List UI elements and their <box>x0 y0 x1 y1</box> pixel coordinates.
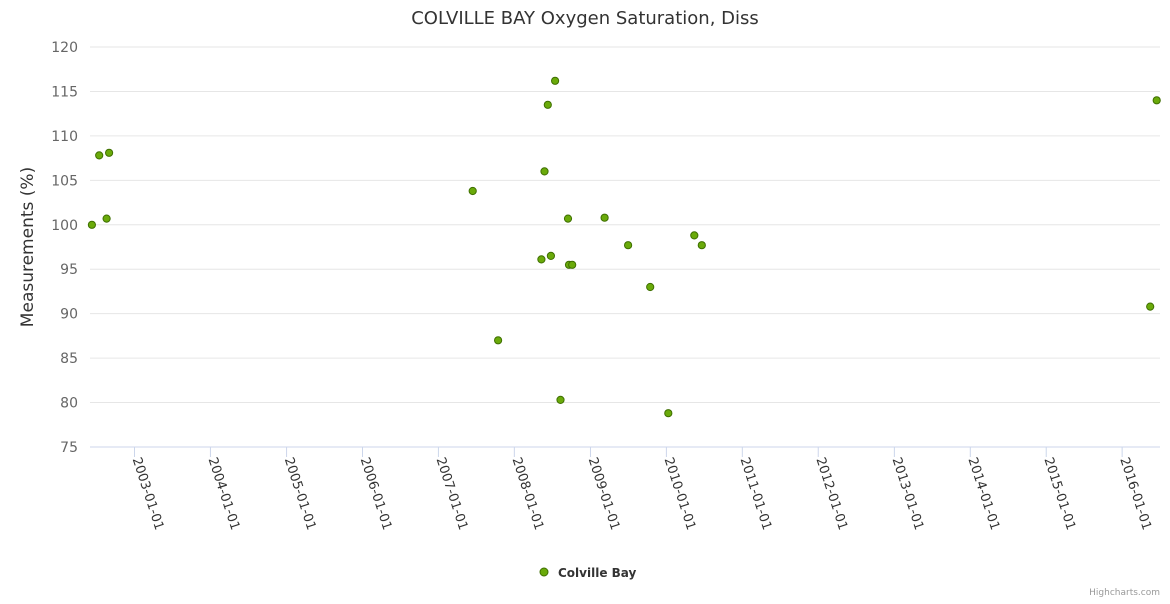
x-tick-label: 2015-01-01 <box>1040 456 1078 532</box>
data-point <box>600 213 609 222</box>
x-tick-label: 2016-01-01 <box>1116 456 1154 532</box>
y-tick-label: 75 <box>60 440 78 456</box>
y-tick-label: 120 <box>51 40 78 56</box>
data-point <box>690 231 699 240</box>
data-point <box>563 214 573 223</box>
credits-link[interactable]: Highcharts.com <box>1089 588 1160 598</box>
data-point <box>102 214 111 223</box>
x-tick-label: 2004-01-01 <box>205 456 243 532</box>
x-tick-label: 2003-01-01 <box>129 456 167 532</box>
x-axis: 2003-01-01 2004-01-01 2005-01-01 2006-01-01… <box>90 446 1160 532</box>
chart-title: COLVILLE BAY Oxygen Saturation, Diss <box>411 8 759 29</box>
x-tick-label: 2011-01-01 <box>737 456 775 532</box>
x-tick-label: 2008-01-01 <box>509 456 547 532</box>
x-tick-label: 2013-01-01 <box>889 456 927 532</box>
legend-label[interactable]: Colville Bay <box>558 566 637 580</box>
y-tick-label: 95 <box>60 262 78 278</box>
data-point <box>556 395 565 404</box>
x-tick-label: 2005-01-01 <box>281 456 319 532</box>
data-point <box>646 282 655 292</box>
data-point <box>537 255 546 264</box>
x-tick-label: 2014-01-01 <box>964 456 1002 532</box>
data-point <box>1152 96 1161 105</box>
data-point <box>1146 302 1155 311</box>
data-point <box>546 251 556 260</box>
x-tick-label: 2006-01-01 <box>357 456 395 532</box>
y-tick-label: 80 <box>60 396 78 412</box>
x-tick-label: 2012-01-01 <box>812 456 850 532</box>
x-tick-label: 2009-01-01 <box>585 456 623 532</box>
data-point <box>697 241 706 250</box>
y-tick-label: 85 <box>60 351 78 367</box>
y-axis: 75 80 85 90 95 100 105 110 115 120 <box>51 40 78 456</box>
legend[interactable]: Colville Bay <box>539 566 637 580</box>
data-point <box>468 186 477 196</box>
legend-marker[interactable] <box>539 567 549 577</box>
data-point <box>543 100 552 109</box>
grid-layer <box>90 46 1160 404</box>
data-point <box>551 76 560 85</box>
data-point <box>624 241 633 250</box>
y-tick-label: 100 <box>51 218 78 234</box>
series-colville-bay <box>87 76 1161 418</box>
x-tick-label: 2010-01-01 <box>661 456 699 532</box>
data-point <box>540 167 549 176</box>
data-point <box>105 148 114 157</box>
data-point <box>87 220 97 229</box>
data-point <box>664 409 673 418</box>
y-axis-title: Measurements (%) <box>18 167 38 327</box>
data-point <box>494 336 503 345</box>
y-tick-label: 110 <box>51 129 78 145</box>
y-tick-label: 105 <box>51 173 78 189</box>
y-tick-label: 115 <box>51 84 78 100</box>
y-tick-label: 90 <box>60 307 78 323</box>
data-point <box>95 151 104 160</box>
data-point <box>568 260 577 269</box>
x-tick-label: 2007-01-01 <box>433 456 471 532</box>
